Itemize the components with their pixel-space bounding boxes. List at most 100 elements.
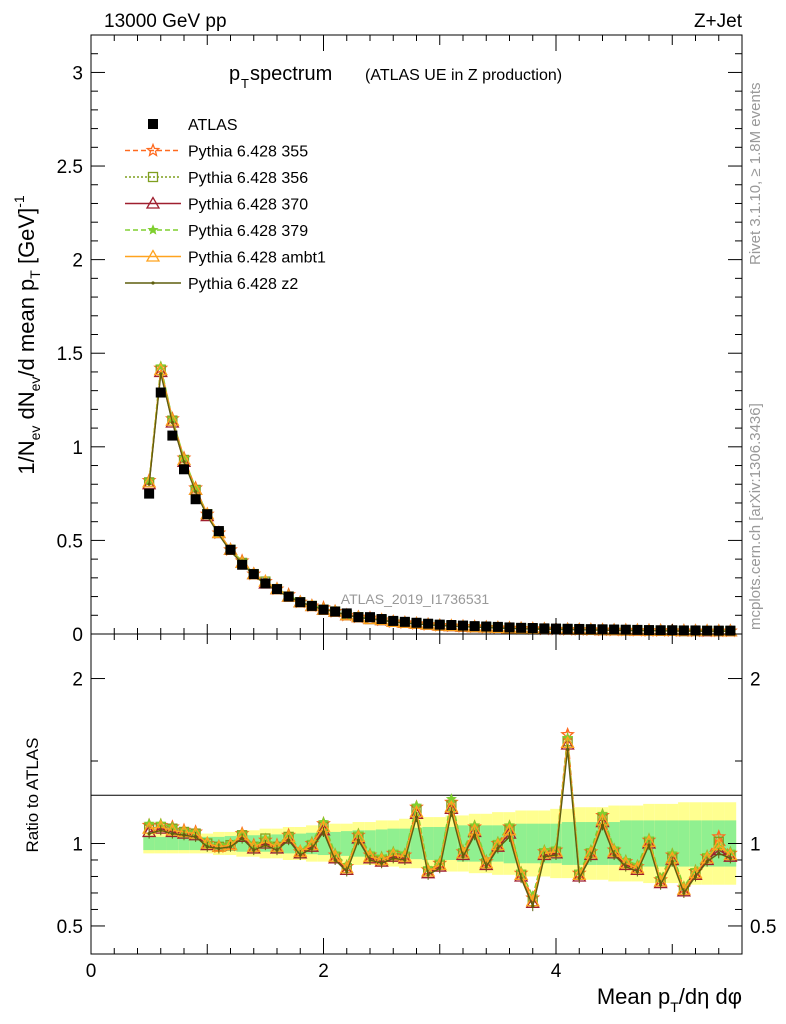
ratio-data-point [449, 810, 453, 814]
atlas-data-point [213, 526, 224, 537]
ratio-band-green [375, 829, 388, 858]
ratio-data-point [310, 846, 314, 851]
ratio-data-point [542, 855, 546, 859]
legend-item: ATLAS [148, 117, 238, 134]
ratio-band-green [654, 820, 667, 867]
atlas-data-point [655, 625, 666, 636]
ratio-data-point [612, 853, 616, 857]
ratio-y-tick-label: 1 [72, 834, 83, 855]
ratio-band-green [468, 825, 481, 862]
ratio-data-point [426, 873, 430, 877]
main-y-ticks: 0 0.5 1 1.5 2 2.5 3 [57, 53, 742, 646]
atlas-data-point [423, 618, 434, 629]
ratio-data-point [298, 853, 302, 857]
ratio-data-point [356, 838, 360, 842]
ratio-data-point [205, 845, 209, 849]
atlas-data-point [155, 387, 166, 398]
legend-item: Pythia 6.428 ambt1 [125, 249, 326, 267]
legend-item: Pythia 6.428 356 [125, 170, 308, 187]
ratio-band-green [364, 830, 376, 857]
atlas-data-point [365, 612, 375, 623]
ratio-band-green [538, 823, 551, 864]
ratio-band-green [445, 826, 458, 860]
ratio-band-green [433, 826, 446, 860]
legend-marker [147, 171, 159, 183]
ratio-data-point [659, 883, 663, 887]
x-tick-label: 4 [551, 961, 562, 982]
ratio-data-point [240, 836, 244, 841]
atlas-data-point [330, 606, 341, 617]
ratio-data-point [287, 838, 291, 842]
atlas-data-point [295, 597, 306, 608]
atlas-data-point [411, 617, 422, 628]
ratio-data-point [705, 860, 709, 864]
legend-label: Pythia 6.428 ambt1 [188, 250, 326, 267]
atlas-data-point [202, 509, 213, 520]
x-axis-ticks: 0 2 4 [86, 35, 743, 982]
ratio-data-point [473, 833, 477, 837]
ratio-y-tick-label-right: 2 [750, 670, 761, 691]
analysis-tag: ATLAS_2019_I1736531 [341, 591, 490, 607]
ratio-data-point [484, 864, 488, 869]
atlas-data-point [469, 621, 480, 632]
ratio-data-point [252, 848, 256, 852]
main-y-tick-label: 0.5 [57, 531, 83, 552]
ratio-y-tick-label-right: 1 [750, 834, 761, 855]
x-tick-label: 0 [86, 961, 97, 982]
legend-marker [147, 224, 159, 235]
ratio-y-axis-label: Ratio to ATLAS [23, 738, 42, 853]
atlas-data-point [248, 569, 259, 580]
atlas-data-point [179, 464, 189, 475]
atlas-data-point [272, 584, 282, 595]
ratio-data-point [589, 855, 593, 859]
ratio-data-point [600, 823, 605, 827]
atlas-data-point [458, 620, 468, 631]
atlas-data-point [539, 623, 550, 634]
title-subscript: T [241, 76, 249, 91]
legend-item: Pythia 6.428 370 [125, 196, 308, 214]
ratio-data-point [333, 858, 337, 862]
ratio-band-green [561, 822, 574, 865]
ratio-data-point [217, 846, 221, 851]
atlas-data-point [376, 614, 387, 625]
ratio-data-point [263, 843, 267, 847]
atlas-data-point [504, 622, 515, 633]
energy-label: 13000 GeV pp [104, 11, 227, 32]
legend-marker [148, 119, 158, 129]
main-y-axis-label: 1/Nev dNev/d mean pT [GeV]-1 [11, 195, 43, 475]
ratio-data-point [170, 831, 174, 836]
ratio-band-green [619, 820, 632, 867]
ratio-data-point [228, 845, 233, 849]
legend-item: Pythia 6.428 z2 [125, 276, 298, 293]
plot-title: p T spectrum (ATLAS UE in Z production) [229, 63, 562, 91]
ratio-data-point [531, 904, 535, 908]
atlas-data-point [492, 621, 503, 632]
ratio-band-green [143, 836, 155, 851]
ratio-series-z2 [147, 744, 732, 912]
legend-label: Pythia 6.428 z2 [188, 276, 298, 293]
ratio-data-point [321, 830, 326, 834]
title-p: p [229, 63, 240, 85]
ratio-band-green [457, 825, 469, 862]
ratio-band-green [666, 820, 679, 867]
legend-item: Pythia 6.428 355 [125, 142, 308, 161]
ratio-band-green [189, 836, 202, 851]
main-data-point [142, 475, 157, 488]
ratio-y-ticks: 0.5 0.5 1 1 2 2 [57, 670, 777, 938]
legend-label: Pythia 6.428 379 [188, 223, 308, 240]
ratio-data-point [159, 828, 163, 832]
ratio-data-point [391, 856, 395, 860]
ratio-data-point [693, 874, 698, 879]
ratio-band-green [294, 833, 307, 854]
ratio-band-green [689, 820, 702, 867]
ratio-data-point [577, 876, 581, 880]
legend-label: Pythia 6.428 355 [188, 144, 308, 161]
ratio-band-green [480, 825, 493, 862]
legend-marker [145, 196, 161, 209]
ratio-data-point [647, 843, 651, 847]
process-label: Z+Jet [694, 11, 743, 32]
ratio-band-green [387, 828, 400, 859]
ratio-data-point [728, 856, 732, 860]
ratio-band-green [585, 822, 597, 865]
